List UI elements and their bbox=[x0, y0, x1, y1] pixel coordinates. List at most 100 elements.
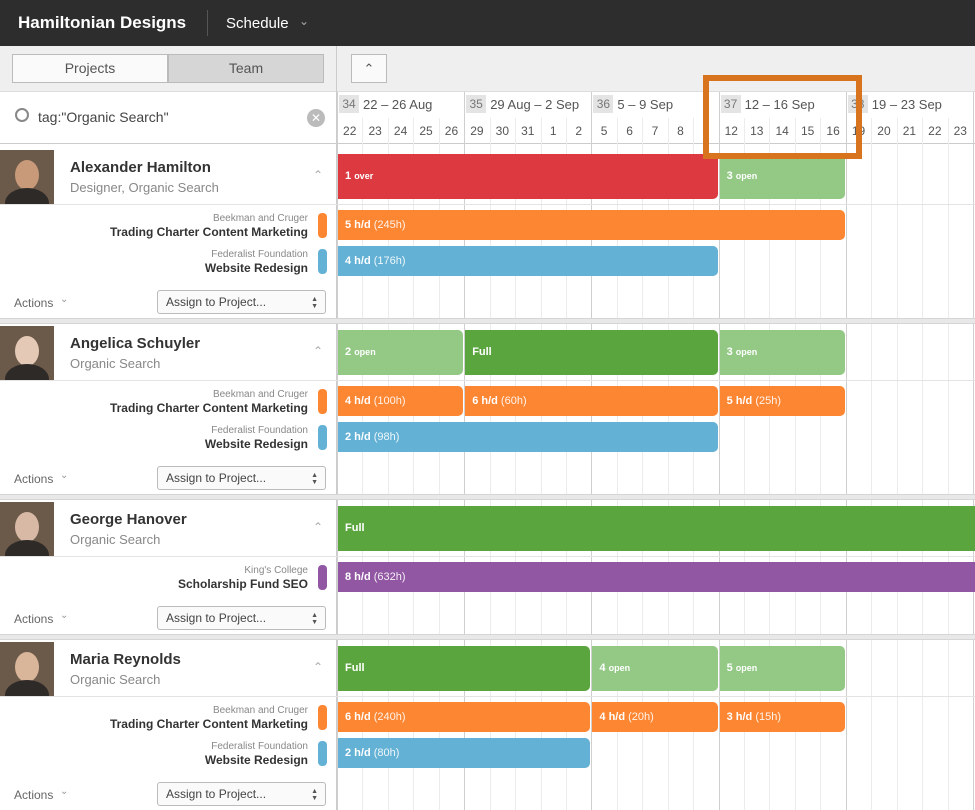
day-label: 29 bbox=[470, 124, 484, 138]
bar-label: open bbox=[735, 347, 758, 357]
project-name[interactable]: Trading Charter Content Marketing bbox=[109, 401, 308, 415]
highlight-box bbox=[703, 75, 862, 159]
bar-label: 6 h/d bbox=[345, 711, 371, 723]
assignment-bar: 8 h/d (632h) bbox=[338, 562, 975, 592]
project-client: Federalist Foundation bbox=[211, 425, 308, 436]
availability-bar: 4 open bbox=[592, 646, 718, 691]
grid-line bbox=[642, 118, 644, 810]
project-client: Federalist Foundation bbox=[211, 741, 308, 752]
toggle-option[interactable]: Team bbox=[168, 54, 324, 83]
day-label: 2 bbox=[575, 124, 583, 138]
week-number: 36 bbox=[593, 95, 614, 113]
bar-label: Full bbox=[472, 346, 492, 358]
project-client: Beekman and Cruger bbox=[212, 213, 308, 224]
menu-caret: ⌄ bbox=[299, 14, 310, 28]
header-row-border bbox=[0, 204, 975, 205]
person-separator bbox=[0, 318, 975, 324]
grid-line bbox=[616, 118, 618, 810]
bar-label: 5 h/d bbox=[345, 219, 371, 231]
day-label: 13 bbox=[750, 124, 764, 138]
availability-bar: Full bbox=[465, 330, 718, 375]
avatar-face bbox=[15, 336, 39, 366]
assign-text: Assign to Project... bbox=[166, 471, 267, 485]
project-client: Federalist Foundation bbox=[211, 249, 308, 260]
assign-select[interactable]: Assign to Project... ▲ ▼ bbox=[157, 466, 326, 490]
project-name[interactable]: Website Redesign bbox=[204, 753, 308, 767]
actions-menu[interactable]: Actions bbox=[14, 296, 54, 310]
grid-line bbox=[794, 118, 796, 810]
bar-label: 4 h/d bbox=[345, 255, 371, 267]
day-label: 22 bbox=[928, 124, 942, 138]
person-role: Organic Search bbox=[70, 356, 161, 371]
project-pill bbox=[318, 741, 327, 766]
project-name[interactable]: Trading Charter Content Marketing bbox=[109, 717, 308, 731]
person-role: Organic Search bbox=[70, 532, 161, 547]
grid-line bbox=[820, 118, 822, 810]
search-text[interactable]: tag:"Organic Search" bbox=[38, 109, 169, 125]
actions-menu[interactable]: Actions bbox=[14, 472, 54, 486]
header-row-border bbox=[0, 556, 975, 557]
collapse-chevron[interactable]: ⌃ bbox=[313, 344, 324, 358]
project-name[interactable]: Trading Charter Content Marketing bbox=[109, 225, 308, 239]
assign-arrows: ▲ ▼ bbox=[311, 296, 318, 310]
collapse-chevron[interactable]: ⌃ bbox=[313, 168, 324, 182]
project-name[interactable]: Scholarship Fund SEO bbox=[177, 577, 308, 591]
availability-bar: 1 over bbox=[338, 154, 718, 199]
assign-select[interactable]: Assign to Project... ▲ ▼ bbox=[157, 290, 326, 314]
collapse-button[interactable]: ⌃ bbox=[351, 54, 387, 83]
avatar bbox=[0, 502, 54, 556]
grid-line bbox=[769, 118, 771, 810]
avatar bbox=[0, 642, 54, 696]
day-label: 15 bbox=[800, 124, 815, 138]
avatar bbox=[0, 326, 54, 380]
day-label: 8 bbox=[677, 124, 684, 138]
actions-menu[interactable]: Actions bbox=[14, 612, 54, 626]
bar-label: Full bbox=[345, 662, 365, 674]
availability-bar: 3 open bbox=[719, 330, 845, 375]
assign-arrows: ▲ ▼ bbox=[311, 472, 318, 486]
sidebar-border bbox=[336, 46, 337, 810]
toggle-option[interactable]: Projects bbox=[12, 54, 168, 83]
day-label: 21 bbox=[902, 124, 917, 138]
availability-bar: 5 open bbox=[719, 646, 845, 691]
collapse-chevron[interactable]: ⌃ bbox=[313, 520, 324, 534]
bar-label: 2 h/d bbox=[345, 747, 371, 759]
grid-line bbox=[896, 118, 898, 810]
grid-line bbox=[489, 118, 491, 810]
bar-label: 8 h/d bbox=[345, 571, 371, 583]
bar-label: (245h) bbox=[373, 219, 406, 231]
grid-line bbox=[947, 118, 949, 810]
menu[interactable]: Schedule bbox=[226, 15, 289, 32]
bar-label: (632h) bbox=[373, 571, 406, 583]
week-range: 19 – 23 Sep bbox=[871, 97, 942, 112]
search-icon bbox=[15, 108, 29, 122]
grid-line bbox=[362, 118, 364, 810]
grid-line bbox=[387, 118, 389, 810]
availability-bar: 2 open bbox=[338, 330, 464, 375]
bar-label: 4 bbox=[599, 662, 606, 674]
assignment-bar: 3 h/d (15h) bbox=[719, 702, 845, 732]
project-name[interactable]: Website Redesign bbox=[204, 261, 308, 275]
day-label: 23 bbox=[953, 124, 967, 138]
bar-label: (25h) bbox=[755, 395, 782, 407]
collapse-chevron[interactable]: ⌃ bbox=[313, 660, 324, 674]
person-role: Designer, Organic Search bbox=[70, 180, 219, 195]
grid-line bbox=[871, 118, 873, 810]
assignment-bar: 6 h/d (240h) bbox=[338, 702, 591, 732]
project-name[interactable]: Website Redesign bbox=[204, 437, 308, 451]
project-client: Beekman and Cruger bbox=[212, 389, 308, 400]
person-name: Maria Reynolds bbox=[70, 651, 181, 668]
grid-line bbox=[693, 118, 695, 810]
brand: Hamiltonian Designs bbox=[18, 13, 187, 32]
assign-select[interactable]: Assign to Project... ▲ ▼ bbox=[157, 782, 326, 806]
day-label: 6 bbox=[626, 124, 633, 138]
search-clear[interactable]: ✕ bbox=[307, 109, 325, 127]
grid-line bbox=[744, 118, 746, 810]
assign-arrows: ▲ ▼ bbox=[311, 612, 318, 626]
bar-label: Full bbox=[345, 522, 365, 534]
week-range: 12 – 16 Sep bbox=[744, 97, 815, 112]
person-name: George Hanover bbox=[70, 511, 187, 528]
actions-menu[interactable]: Actions bbox=[14, 788, 54, 802]
assign-select[interactable]: Assign to Project... ▲ ▼ bbox=[157, 606, 326, 630]
